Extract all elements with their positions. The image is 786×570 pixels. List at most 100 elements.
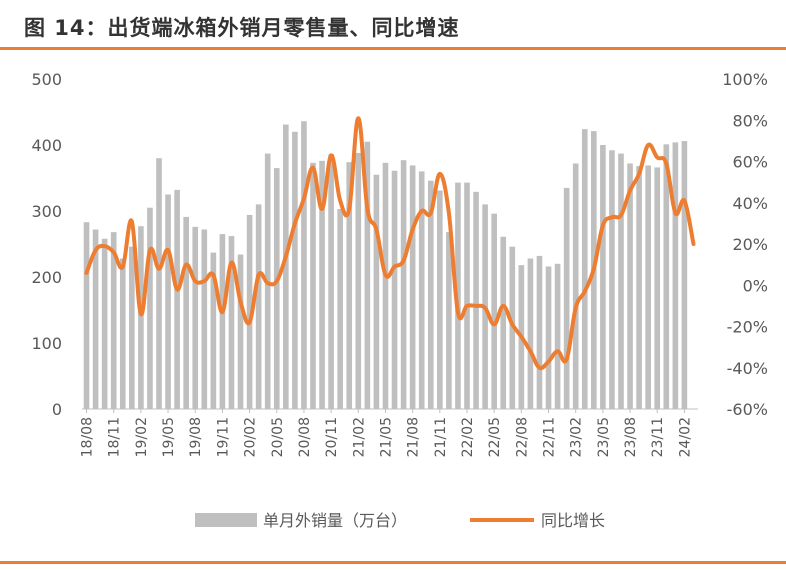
bar [147, 207, 153, 409]
x-tick-label: 23/11 [650, 417, 666, 457]
x-tick-label: 23/08 [623, 417, 639, 457]
bar [681, 141, 688, 409]
legend-line-label: 同比增长 [541, 511, 605, 530]
bar [663, 144, 670, 409]
left-tick-label: 0 [52, 400, 62, 419]
bar [165, 194, 171, 409]
right-tick-label: 0% [743, 276, 768, 295]
x-tick-label: 23/02 [569, 417, 585, 457]
bar [672, 142, 679, 410]
bar [183, 216, 189, 409]
bar [355, 152, 362, 410]
x-tick-label: 18/11 [107, 417, 123, 457]
x-tick-label: 21/02 [351, 417, 367, 457]
bar [101, 238, 108, 409]
bar [292, 131, 298, 410]
right-tick-label: 40% [732, 194, 768, 213]
bar [310, 162, 316, 409]
bar [110, 232, 117, 409]
right-tick-label: 60% [732, 153, 768, 172]
bar [418, 171, 425, 409]
x-tick-label: 21/05 [378, 417, 394, 457]
legend: 单月外销量（万台） 同比增长 [195, 511, 605, 530]
right-tick-label: -60% [727, 400, 768, 419]
left-tick-label: 200 [31, 268, 62, 287]
bar [129, 246, 135, 409]
bottom-rule [0, 561, 786, 564]
bar [156, 158, 162, 409]
x-tick-label: 18/08 [80, 417, 96, 457]
bar [654, 167, 661, 409]
bar [201, 229, 208, 409]
bar [119, 258, 126, 409]
bar [427, 180, 434, 409]
bar [554, 263, 561, 409]
x-tick-label: 19/05 [161, 417, 177, 457]
bar [283, 124, 289, 409]
x-tick-label: 22/02 [460, 417, 476, 457]
left-tick-label: 300 [31, 202, 62, 221]
bar [446, 232, 452, 409]
bar [92, 229, 99, 409]
x-tick-label: 22/11 [542, 417, 558, 457]
bar [563, 187, 570, 409]
right-tick-label: 80% [732, 111, 768, 130]
bar [138, 226, 144, 409]
x-tick-label: 22/08 [514, 417, 530, 457]
right-tick-label: 20% [732, 235, 768, 254]
bar [491, 213, 497, 409]
x-tick-label: 23/05 [596, 417, 612, 457]
legend-bar-swatch [195, 513, 257, 527]
x-axis-ticks: 18/08 18/11 19/02 19/05 19/08 19/11 20/02 20/05… [80, 409, 693, 457]
x-tick-label: 24/02 [677, 417, 693, 457]
bar [364, 141, 371, 409]
bar [337, 209, 343, 409]
right-tick-label: -40% [727, 359, 768, 378]
chart: 0 100 200 300 400 500 -60% -40% -20% 0% 20% 40% 60%… [31, 70, 768, 530]
bar [210, 252, 217, 409]
bar [255, 204, 262, 409]
bar [301, 121, 307, 410]
x-tick-label: 19/02 [134, 417, 150, 457]
bar [409, 165, 416, 409]
x-tick-label: 19/11 [215, 417, 231, 457]
bar [645, 165, 651, 409]
growth-line [84, 116, 696, 371]
x-tick-label: 22/05 [487, 417, 503, 457]
bar [246, 214, 253, 409]
right-tick-label: 100% [722, 70, 768, 89]
bar [319, 160, 325, 409]
bar [618, 153, 624, 409]
bar [455, 182, 461, 409]
x-tick-label: 19/08 [188, 417, 204, 457]
left-tick-label: 400 [31, 136, 62, 155]
bar-series [83, 121, 688, 410]
bar [464, 182, 470, 409]
bar [627, 163, 633, 409]
bar [600, 145, 606, 409]
bar [572, 163, 579, 409]
bar [192, 226, 199, 409]
right-axis-ticks: -60% -40% -20% 0% 20% 40% 60% 80% 100% [722, 70, 768, 419]
bar [328, 154, 334, 409]
bar [437, 190, 443, 409]
bar [219, 234, 226, 409]
bar [237, 254, 244, 409]
bar [228, 236, 235, 409]
left-axis-ticks: 0 100 200 300 400 500 [31, 70, 62, 419]
bar [400, 160, 407, 409]
bar [545, 266, 552, 409]
legend-bar-label: 单月外销量（万台） [263, 511, 407, 530]
x-tick-label: 21/11 [433, 417, 449, 457]
figure-title: 图 14：出货端冰箱外销月零售量、同比增速 [24, 16, 460, 40]
bar [174, 189, 180, 409]
bar [83, 222, 90, 409]
bar [346, 162, 353, 409]
x-tick-label: 20/11 [324, 417, 340, 457]
left-tick-label: 100 [31, 334, 62, 353]
bar [536, 255, 543, 409]
bar [527, 258, 534, 409]
bar [500, 236, 507, 409]
bar [473, 191, 479, 409]
bar [609, 150, 615, 409]
